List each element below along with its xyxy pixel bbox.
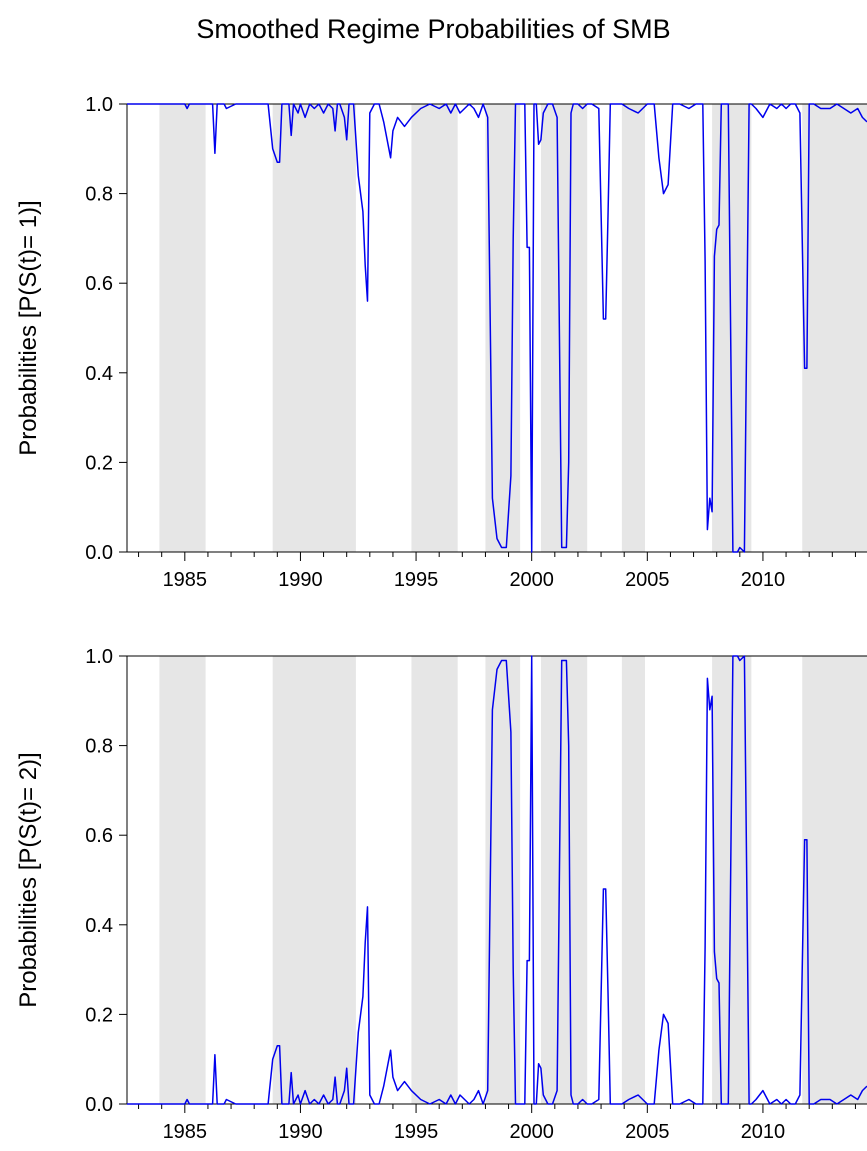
shaded-period <box>540 656 588 1104</box>
shaded-period <box>540 104 588 552</box>
x-tick-label: 1990 <box>278 1121 323 1143</box>
shaded-period <box>159 104 206 552</box>
chart-title: Smoothed Regime Probabilities of SMB <box>196 14 671 44</box>
panel-2: 1985 1990 1995 2000 2005 2010 0.0 0.2 0.4 0.6 0.8 1… <box>15 646 867 1143</box>
shaded-period <box>272 104 356 552</box>
x-tick-label: 1990 <box>278 569 323 591</box>
y-axis-title: Probabilities [P(S(t)= 1)] <box>15 200 42 455</box>
x-tick-label: 2000 <box>509 569 554 591</box>
y-tick-label: 0.0 <box>85 1094 113 1116</box>
x-tick-label: 2010 <box>741 569 786 591</box>
series-line <box>127 655 867 1105</box>
shaded-period <box>621 656 645 1104</box>
x-tick-label: 1995 <box>394 569 439 591</box>
shaded-period <box>159 656 206 1104</box>
shaded-period <box>621 104 645 552</box>
y-tick-label: 0.4 <box>85 363 113 385</box>
x-tick-label: 2000 <box>509 1121 554 1143</box>
x-tick-label: 2005 <box>625 569 670 591</box>
shaded-period <box>272 656 356 1104</box>
y-tick-label: 0.8 <box>85 736 113 758</box>
x-tick-label: 1985 <box>163 1121 208 1143</box>
x-tick-label: 1995 <box>394 1121 439 1143</box>
y-tick-label: 0.0 <box>85 542 113 564</box>
y-tick-label: 1.0 <box>85 94 113 116</box>
y-tick-label: 0.6 <box>85 273 113 295</box>
y-tick-label: 0.6 <box>85 825 113 847</box>
shaded-period <box>802 104 867 552</box>
y-tick-label: 1.0 <box>85 646 113 668</box>
y-tick-label: 0.2 <box>85 1004 113 1026</box>
y-tick-label: 0.4 <box>85 915 113 937</box>
shaded-period <box>411 104 458 552</box>
x-tick-label: 2010 <box>741 1121 786 1143</box>
x-tick-label: 2005 <box>625 1121 670 1143</box>
x-tick-label: 1985 <box>163 569 208 591</box>
series-line <box>127 103 867 553</box>
panel-1: 1985 1990 1995 2000 2005 2010 0.0 0.2 0.4 0.6 0.8 1… <box>15 94 867 591</box>
shaded-period <box>802 656 867 1104</box>
y-tick-label: 0.2 <box>85 452 113 474</box>
y-tick-label: 0.8 <box>85 184 113 206</box>
shaded-period <box>411 656 458 1104</box>
y-axis-title: Probabilities [P(S(t)= 2)] <box>15 752 42 1007</box>
